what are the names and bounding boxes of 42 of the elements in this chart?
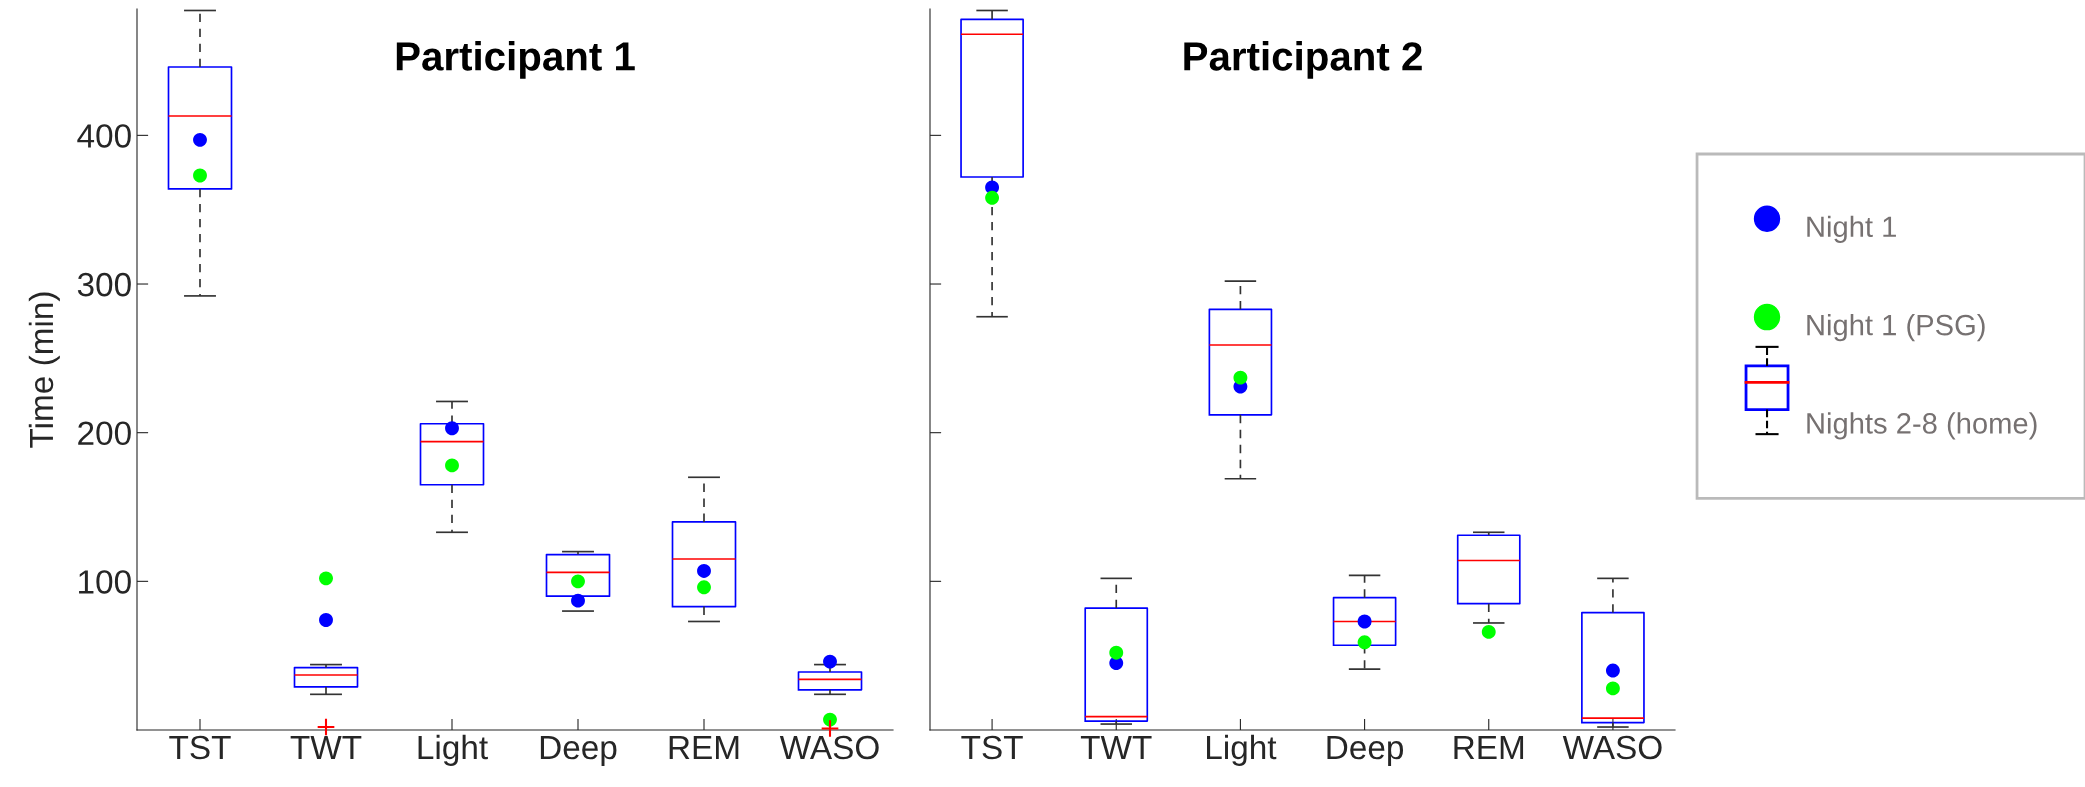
point	[1357, 635, 1372, 650]
point	[1109, 645, 1124, 660]
x-tick-label: Light	[1207, 734, 1277, 766]
y-tick-label: 300	[77, 272, 131, 297]
x-tick-label: WASO	[1562, 735, 1662, 760]
point	[1605, 663, 1620, 678]
x-tick-label: Deep	[540, 736, 617, 766]
point	[445, 458, 459, 473]
point	[319, 571, 333, 586]
x-tick-label: TWT	[1080, 736, 1152, 760]
point	[571, 574, 585, 589]
y-tick-label: 100	[79, 570, 131, 594]
point	[1481, 624, 1496, 639]
text: Nights 2-8 (home)	[1807, 412, 2037, 440]
x-tick-label: WASO	[779, 735, 879, 760]
point	[1357, 614, 1372, 629]
point	[1233, 370, 1248, 385]
point	[571, 593, 585, 608]
x-tick-label: REM	[669, 736, 739, 760]
x-tick-label: Deep	[1327, 736, 1404, 766]
y-axis-title: Time (min)	[28, 292, 60, 448]
x-tick-label: REM	[1454, 736, 1524, 760]
y-tick-label: 200	[78, 421, 131, 446]
point	[985, 190, 1000, 205]
x-tick-label: Light	[418, 734, 488, 766]
point	[193, 132, 207, 147]
text: Participant 1	[396, 41, 635, 79]
point	[823, 712, 837, 727]
legend-label: Night 1 (PSG)	[1807, 314, 1985, 342]
x-tick-label: TST	[169, 735, 231, 760]
x-tick-label: TWT	[290, 736, 362, 760]
legend-label: Night 1	[1807, 215, 1896, 243]
y-tick-label: 400	[77, 124, 131, 148]
point	[697, 580, 711, 595]
point	[193, 168, 207, 183]
point	[445, 421, 459, 436]
x-tick-label: TST	[961, 735, 1023, 760]
point	[697, 563, 711, 578]
text: Participant 2	[1184, 41, 1422, 79]
point	[823, 654, 837, 669]
point	[319, 613, 333, 627]
point	[1605, 681, 1620, 696]
